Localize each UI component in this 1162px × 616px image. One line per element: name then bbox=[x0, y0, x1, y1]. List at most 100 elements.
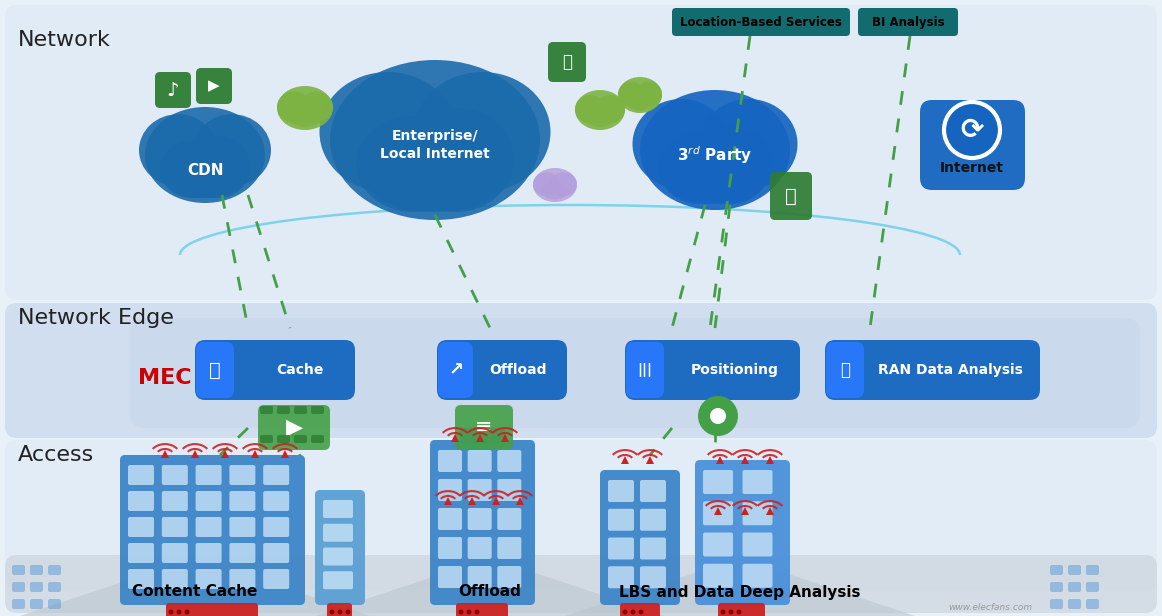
Polygon shape bbox=[706, 403, 730, 436]
FancyBboxPatch shape bbox=[311, 435, 324, 443]
FancyBboxPatch shape bbox=[166, 603, 258, 616]
Circle shape bbox=[337, 609, 343, 615]
Text: Positioning: Positioning bbox=[691, 363, 779, 377]
Text: Offload: Offload bbox=[459, 585, 522, 599]
FancyBboxPatch shape bbox=[640, 480, 666, 502]
FancyBboxPatch shape bbox=[12, 565, 26, 575]
FancyBboxPatch shape bbox=[30, 582, 43, 592]
FancyBboxPatch shape bbox=[229, 465, 256, 485]
FancyBboxPatch shape bbox=[1050, 599, 1063, 609]
Ellipse shape bbox=[626, 92, 653, 110]
Text: ≡: ≡ bbox=[475, 417, 493, 437]
Circle shape bbox=[330, 609, 335, 615]
Ellipse shape bbox=[357, 116, 472, 212]
Text: RAN Data Analysis: RAN Data Analysis bbox=[877, 363, 1023, 377]
FancyBboxPatch shape bbox=[497, 508, 522, 530]
FancyBboxPatch shape bbox=[294, 435, 307, 443]
Text: www.elecfans.com: www.elecfans.com bbox=[948, 604, 1032, 612]
FancyBboxPatch shape bbox=[277, 435, 290, 443]
Ellipse shape bbox=[330, 60, 540, 220]
FancyBboxPatch shape bbox=[548, 42, 586, 82]
Text: Cache: Cache bbox=[277, 363, 324, 377]
FancyBboxPatch shape bbox=[229, 543, 256, 563]
Ellipse shape bbox=[414, 72, 551, 192]
Circle shape bbox=[466, 609, 472, 615]
FancyBboxPatch shape bbox=[1068, 599, 1081, 609]
FancyBboxPatch shape bbox=[497, 479, 522, 501]
FancyBboxPatch shape bbox=[640, 538, 666, 559]
Polygon shape bbox=[766, 456, 774, 464]
FancyBboxPatch shape bbox=[195, 543, 222, 563]
FancyBboxPatch shape bbox=[128, 465, 155, 485]
Ellipse shape bbox=[139, 114, 217, 186]
FancyBboxPatch shape bbox=[770, 172, 812, 220]
FancyBboxPatch shape bbox=[12, 582, 26, 592]
FancyBboxPatch shape bbox=[672, 8, 849, 36]
FancyBboxPatch shape bbox=[195, 465, 222, 485]
FancyBboxPatch shape bbox=[48, 582, 60, 592]
Circle shape bbox=[729, 609, 733, 615]
Polygon shape bbox=[565, 558, 914, 616]
FancyBboxPatch shape bbox=[497, 566, 522, 588]
Ellipse shape bbox=[689, 126, 772, 204]
FancyBboxPatch shape bbox=[438, 479, 462, 501]
FancyBboxPatch shape bbox=[130, 318, 1140, 428]
FancyBboxPatch shape bbox=[438, 566, 462, 588]
FancyBboxPatch shape bbox=[743, 532, 773, 556]
FancyBboxPatch shape bbox=[323, 571, 353, 590]
Ellipse shape bbox=[595, 95, 625, 123]
Ellipse shape bbox=[618, 81, 645, 107]
Ellipse shape bbox=[184, 136, 250, 198]
FancyBboxPatch shape bbox=[743, 564, 773, 588]
Circle shape bbox=[638, 609, 644, 615]
Text: Content Cache: Content Cache bbox=[132, 585, 258, 599]
Text: Location-Based Services: Location-Based Services bbox=[680, 15, 842, 28]
FancyBboxPatch shape bbox=[608, 509, 634, 531]
FancyBboxPatch shape bbox=[323, 500, 353, 518]
FancyBboxPatch shape bbox=[467, 479, 492, 501]
FancyBboxPatch shape bbox=[30, 599, 43, 609]
FancyBboxPatch shape bbox=[826, 342, 865, 398]
FancyBboxPatch shape bbox=[703, 564, 733, 588]
FancyBboxPatch shape bbox=[438, 342, 473, 398]
Circle shape bbox=[345, 609, 351, 615]
FancyBboxPatch shape bbox=[128, 517, 155, 537]
FancyBboxPatch shape bbox=[695, 460, 790, 605]
Polygon shape bbox=[221, 450, 229, 458]
Text: ▶: ▶ bbox=[208, 78, 220, 94]
Ellipse shape bbox=[160, 140, 225, 198]
Polygon shape bbox=[468, 497, 476, 505]
FancyBboxPatch shape bbox=[195, 517, 222, 537]
Ellipse shape bbox=[659, 132, 741, 204]
Text: |||: ||| bbox=[638, 363, 653, 377]
Ellipse shape bbox=[618, 77, 662, 113]
FancyBboxPatch shape bbox=[703, 532, 733, 556]
Ellipse shape bbox=[277, 86, 333, 130]
Polygon shape bbox=[516, 497, 524, 505]
Polygon shape bbox=[191, 450, 199, 458]
Polygon shape bbox=[281, 450, 289, 458]
Polygon shape bbox=[621, 456, 629, 464]
Ellipse shape bbox=[288, 105, 322, 127]
Text: Offload: Offload bbox=[489, 363, 547, 377]
Circle shape bbox=[737, 609, 741, 615]
Ellipse shape bbox=[575, 95, 605, 123]
FancyBboxPatch shape bbox=[264, 491, 289, 511]
FancyBboxPatch shape bbox=[467, 508, 492, 530]
FancyBboxPatch shape bbox=[128, 543, 155, 563]
Ellipse shape bbox=[640, 90, 790, 210]
FancyBboxPatch shape bbox=[195, 340, 356, 400]
Circle shape bbox=[474, 609, 480, 615]
Text: MEC: MEC bbox=[138, 368, 192, 388]
Circle shape bbox=[944, 102, 1000, 158]
Circle shape bbox=[720, 609, 725, 615]
FancyBboxPatch shape bbox=[467, 537, 492, 559]
Text: Enterprise/
Local Internet: Enterprise/ Local Internet bbox=[380, 129, 490, 161]
Text: 📅: 📅 bbox=[562, 53, 572, 71]
FancyBboxPatch shape bbox=[1050, 565, 1063, 575]
Circle shape bbox=[631, 609, 636, 615]
Text: Network: Network bbox=[17, 30, 110, 50]
Ellipse shape bbox=[145, 107, 265, 203]
Ellipse shape bbox=[533, 172, 559, 196]
FancyBboxPatch shape bbox=[48, 565, 60, 575]
